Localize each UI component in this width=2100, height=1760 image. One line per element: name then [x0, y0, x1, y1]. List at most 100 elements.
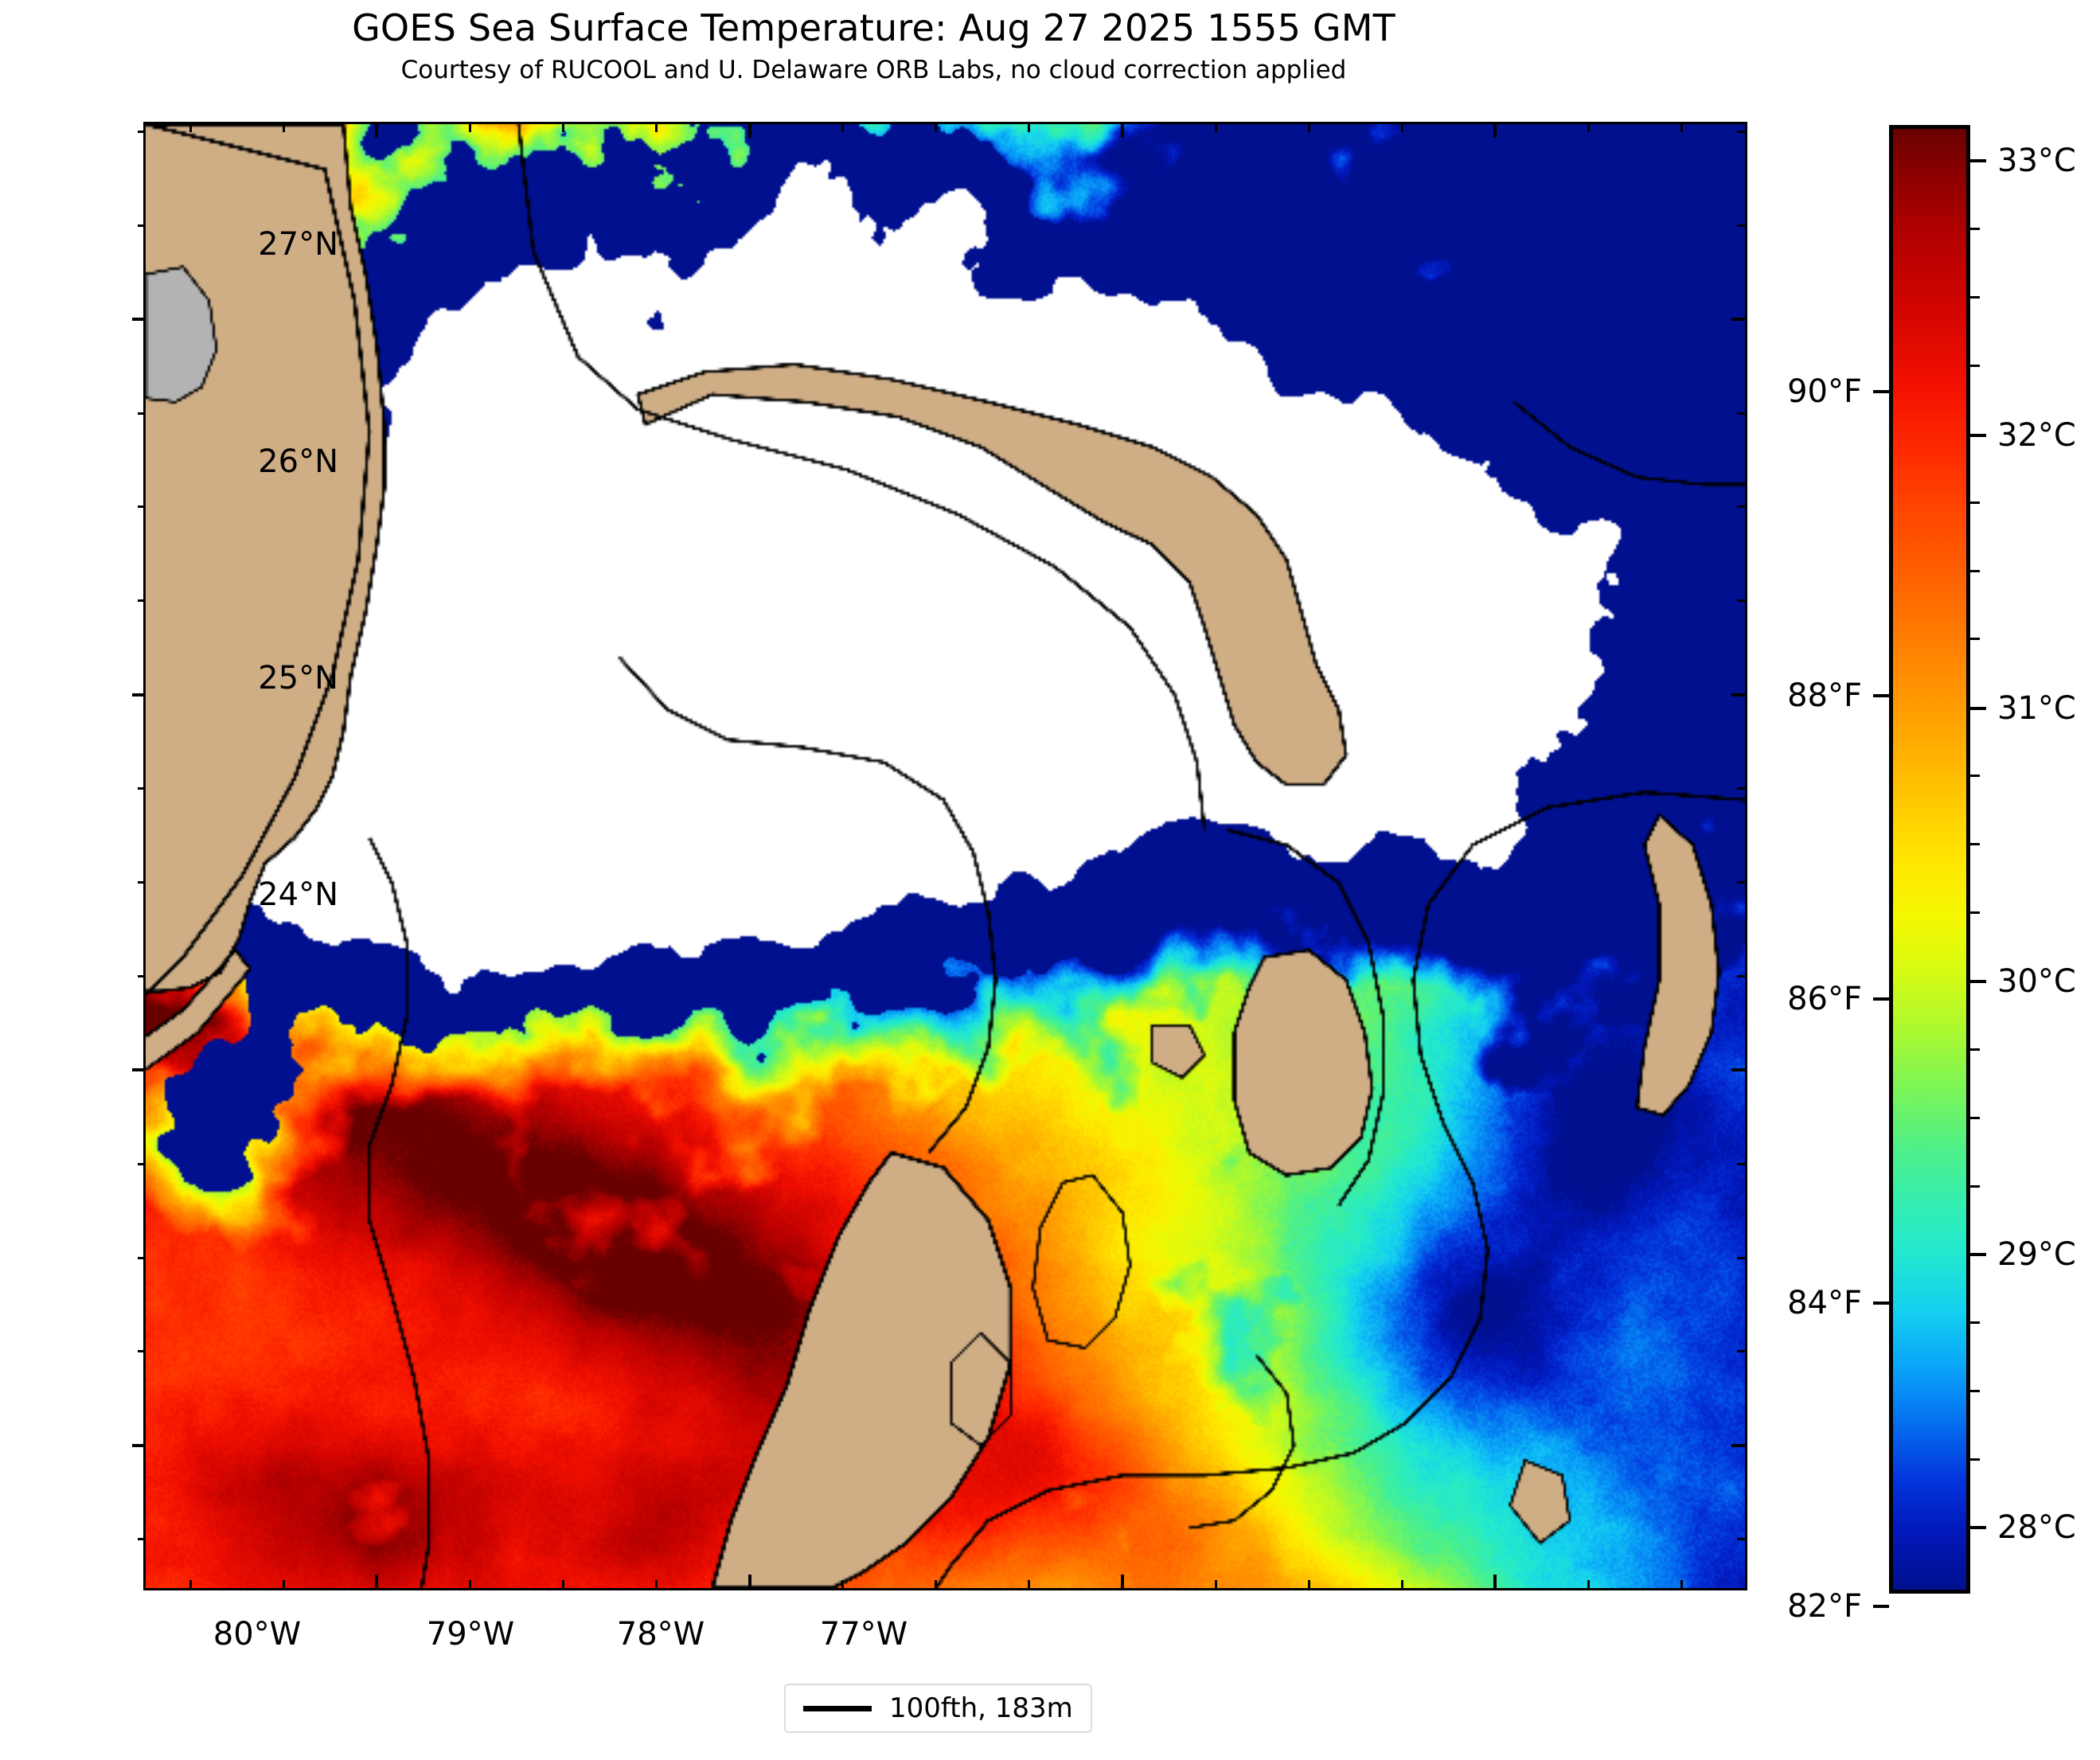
colorbar-minor-tick [1970, 228, 1980, 231]
colorbar-label-84f: 84°F [1787, 1285, 1862, 1321]
colorbar-label-90f: 90°F [1787, 373, 1862, 410]
y-axis-tick-right [1731, 1443, 1745, 1447]
colorbar-minor-tick [1970, 1321, 1980, 1325]
x-axis-minor-tick-top [1587, 124, 1590, 132]
y-axis-tick-right [1731, 1068, 1745, 1072]
x-axis-tick-top [375, 124, 379, 138]
x-axis-tick-top [1120, 124, 1124, 138]
colorbar-minor-tick [1970, 364, 1980, 367]
colorbar-tick-88f [1873, 694, 1889, 697]
y-axis-minor-tick [138, 1538, 146, 1541]
y-axis-minor-tick-right [1737, 224, 1745, 227]
x-axis-tick [747, 1575, 751, 1588]
colorbar-label-31c: 31°C [1997, 690, 2076, 727]
x-axis-minor-tick-top [1028, 124, 1031, 132]
sst-map-plot-area[interactable] [132, 122, 1747, 1590]
colorbar-tick-84f [1873, 1301, 1889, 1305]
y-axis-minor-tick-right [1737, 1350, 1745, 1353]
y-axis-label-26n: 26°N [258, 443, 338, 480]
x-axis-minor-tick [1307, 1580, 1310, 1588]
y-axis-minor-tick [138, 599, 146, 603]
isobath-line-swatch [803, 1705, 872, 1711]
colorbar-minor-tick [1970, 569, 1980, 572]
colorbar-tick-32c [1970, 434, 1986, 437]
x-axis-minor-tick-top [1680, 124, 1683, 132]
bathymetry-legend[interactable]: 100fth, 183m [784, 1684, 1092, 1733]
x-axis-minor-tick-top [468, 124, 471, 132]
y-axis-minor-tick [138, 974, 146, 978]
y-axis-minor-tick [138, 1256, 146, 1259]
colorbar-minor-tick [1970, 911, 1980, 914]
x-axis-minor-tick-top [841, 124, 845, 132]
y-axis-minor-tick [138, 130, 146, 133]
colorbar-minor-tick [1970, 638, 1980, 641]
colorbar-label-30c: 30°C [1997, 963, 2076, 1000]
y-axis-label-27n: 27°N [258, 226, 338, 263]
colorbar-minor-tick [1970, 775, 1980, 778]
x-axis-minor-tick-top [282, 124, 285, 132]
y-axis-label-25n: 25°N [258, 660, 338, 697]
x-axis-minor-tick [468, 1580, 471, 1588]
x-axis-minor-tick-top [1307, 124, 1310, 132]
y-axis-minor-tick-right [1737, 881, 1745, 884]
y-axis-minor-tick-right [1737, 599, 1745, 603]
x-axis-minor-tick [1028, 1580, 1031, 1588]
y-axis-minor-tick [138, 224, 146, 227]
x-axis-minor-tick-top [1400, 124, 1403, 132]
x-axis-label-77w: 77°W [819, 1616, 908, 1653]
colorbar-tick-82f [1873, 1605, 1889, 1608]
colorbar-label-29c: 29°C [1997, 1236, 2076, 1273]
y-axis-label-24n: 24°N [258, 876, 338, 913]
y-axis-minor-tick-right [1737, 412, 1745, 415]
x-axis-tick-top [747, 124, 751, 138]
colorbar-minor-tick [1970, 1390, 1980, 1393]
x-axis-minor-tick [1680, 1580, 1683, 1588]
y-axis-minor-tick-right [1737, 505, 1745, 509]
x-axis-label-80w: 80°W [213, 1616, 302, 1653]
sst-heatmap-canvas[interactable] [146, 124, 1745, 1588]
y-axis-minor-tick [138, 1350, 146, 1353]
y-axis-tick [132, 693, 146, 697]
x-axis-minor-tick [1214, 1580, 1217, 1588]
isobath-legend-label: 100fth, 183m [889, 1692, 1073, 1724]
y-axis-minor-tick [138, 412, 146, 415]
colorbar-label-28c: 28°C [1997, 1509, 2076, 1546]
x-axis-minor-tick [841, 1580, 845, 1588]
page-subtitle: Courtesy of RUCOOL and U. Delaware ORB L… [400, 56, 1347, 84]
colorbar-minor-tick [1970, 1184, 1980, 1188]
colorbar-tick-28c [1970, 1526, 1986, 1529]
x-axis-label-78w: 78°W [616, 1616, 705, 1653]
page-title: GOES Sea Surface Temperature: Aug 27 202… [352, 6, 1395, 49]
y-axis-tick [132, 1068, 146, 1072]
y-axis-minor-tick-right [1737, 1256, 1745, 1259]
x-axis-tick [1120, 1575, 1124, 1588]
colorbar-label-32c: 32°C [1997, 417, 2076, 454]
x-axis-minor-tick [655, 1580, 658, 1588]
colorbar-label-82f: 82°F [1787, 1588, 1862, 1625]
y-axis-minor-tick-right [1737, 130, 1745, 133]
x-axis-minor-tick [561, 1580, 564, 1588]
y-axis-tick [132, 1443, 146, 1447]
y-axis-tick-right [1731, 693, 1745, 697]
colorbar-tick-90f [1873, 390, 1889, 393]
y-axis-minor-tick [138, 787, 146, 790]
colorbar-minor-tick [1970, 1048, 1980, 1051]
colorbar-label-88f: 88°F [1787, 677, 1862, 714]
y-axis-minor-tick-right [1737, 974, 1745, 978]
x-axis-minor-tick-top [655, 124, 658, 132]
colorbar[interactable]: 33°C 32°C 31°C 30°C 29°C 28°C 90°F 88°F … [1787, 125, 2076, 1625]
colorbar-label-33c: 33°C [1997, 142, 2076, 179]
y-axis-tick-right [1731, 318, 1745, 322]
x-axis-minor-tick [189, 1580, 192, 1588]
colorbar-minor-tick [1970, 1116, 1980, 1119]
x-axis-minor-tick [1587, 1580, 1590, 1588]
y-axis-minor-tick-right [1737, 1538, 1745, 1541]
colorbar-gradient [1889, 125, 1970, 1594]
y-axis-minor-tick [138, 881, 146, 884]
colorbar-tick-29c [1970, 1253, 1986, 1256]
x-axis-minor-tick [935, 1580, 938, 1588]
colorbar-minor-tick [1970, 295, 1980, 299]
colorbar-tick-86f [1873, 997, 1889, 1001]
y-axis-tick [132, 318, 146, 322]
x-axis-minor-tick [282, 1580, 285, 1588]
